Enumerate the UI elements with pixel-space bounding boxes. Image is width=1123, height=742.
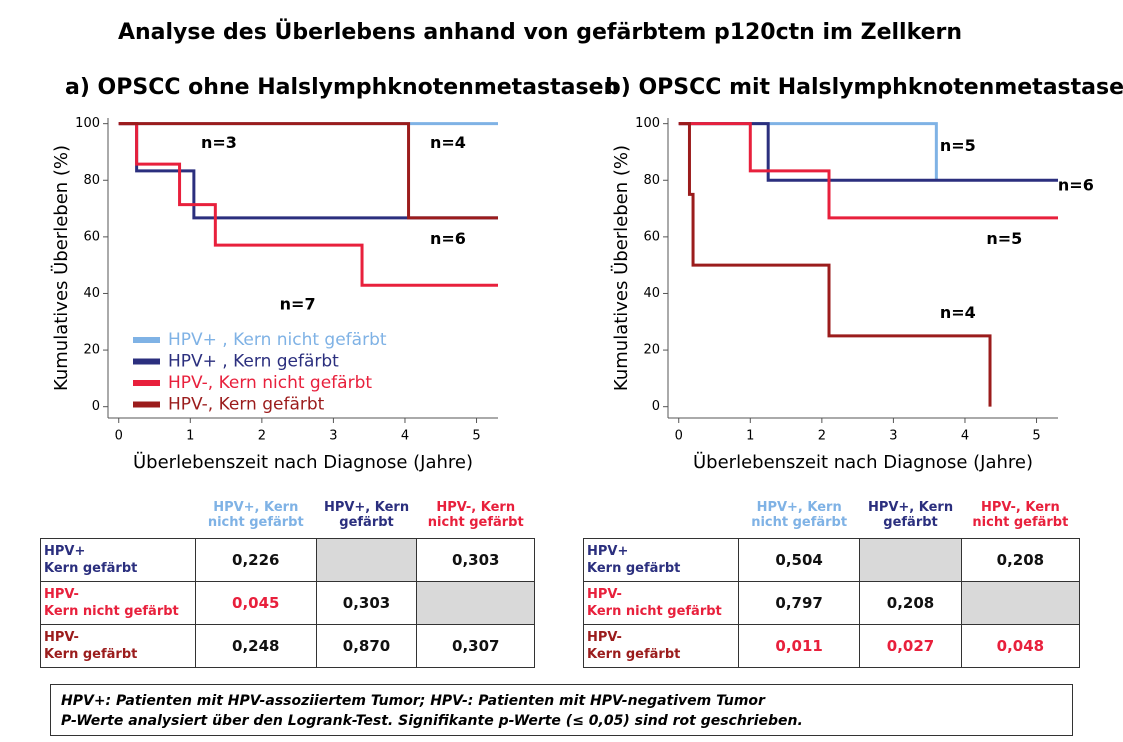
y-tick-label: 80 bbox=[83, 173, 100, 188]
y-tick-label: 60 bbox=[643, 229, 660, 244]
survival-curve bbox=[678, 122, 1058, 182]
empty-cell bbox=[859, 538, 962, 582]
y-tick-label: 0 bbox=[652, 399, 660, 414]
column-header: HPV+, Kern gefärbt bbox=[323, 500, 410, 530]
survival-curve bbox=[678, 122, 992, 407]
charts: Analyse des Überlebens anhand von gefärb… bbox=[50, 19, 1123, 473]
survival-curve bbox=[118, 122, 498, 220]
column-header: HPV+, Kern gefärbt bbox=[867, 500, 954, 530]
column-header: HPV+, Kern nicht gefärbt bbox=[207, 500, 304, 530]
table-row: HPV- Kern nicht gefärbt 0,045 0,303 bbox=[40, 581, 535, 625]
p-value: 0,208 bbox=[859, 581, 962, 625]
p-value-table: HPV+, Kern nicht gefärbt HPV+, Kern gefär… bbox=[583, 492, 1081, 668]
annotation: n=6 bbox=[430, 229, 466, 248]
x-tick-label: 1 bbox=[186, 429, 194, 444]
footnote-line: P-Werte analysiert über den Logrank-Test… bbox=[61, 713, 803, 729]
p-value: 0,870 bbox=[315, 624, 418, 668]
y-tick-label: 100 bbox=[635, 116, 660, 131]
p-value: 0,208 bbox=[960, 538, 1081, 582]
p-value: 0,307 bbox=[416, 624, 535, 668]
x-tick-label: 4 bbox=[961, 429, 969, 444]
x-tick-label: 0 bbox=[115, 429, 123, 444]
table-row: HPV- Kern gefärbt 0,248 0,870 0,307 bbox=[40, 624, 535, 668]
legend-label: HPV-, Kern gefärbt bbox=[168, 395, 325, 415]
annotation: n=5 bbox=[986, 229, 1022, 248]
p-value: 0,048 bbox=[960, 624, 1081, 668]
annotation: n=4 bbox=[430, 133, 466, 152]
column-header: HPV-, Kern nicht gefärbt bbox=[427, 500, 524, 530]
x-tick-label: 5 bbox=[1032, 429, 1040, 444]
y-tick-label: 0 bbox=[92, 399, 100, 414]
row-header: HPV+ Kern gefärbt bbox=[583, 538, 739, 582]
p-value: 0,248 bbox=[195, 624, 317, 668]
row-header: HPV- Kern nicht gefärbt bbox=[40, 581, 196, 625]
footnote-line: HPV+: Patienten mit HPV-assoziiertem Tum… bbox=[61, 693, 765, 709]
p-value: 0,011 bbox=[737, 624, 861, 668]
annotation: n=6 bbox=[1058, 175, 1094, 194]
p-value: 0,226 bbox=[195, 538, 317, 582]
x-tick-label: 4 bbox=[401, 429, 409, 444]
y-tick-label: 40 bbox=[83, 286, 100, 301]
header-row: HPV+, Kern nicht gefärbt HPV+, Kern gefär… bbox=[41, 492, 535, 539]
chart-title: a) OPSCC ohne Halslymphknotenmetastasen bbox=[65, 75, 619, 100]
y-axis-label: Kumulatives Überleben (%) bbox=[50, 145, 72, 391]
legend-label: HPV+ , Kern gefärbt bbox=[168, 352, 339, 372]
y-axis-label: Kumulatives Überleben (%) bbox=[610, 145, 632, 391]
row-header: HPV- Kern gefärbt bbox=[40, 624, 196, 668]
p-value: 0,797 bbox=[737, 581, 861, 625]
table-row: HPV- Kern nicht gefärbt 0,797 0,208 bbox=[583, 581, 1081, 625]
legend-label: HPV-, Kern nicht gefärbt bbox=[168, 373, 372, 393]
survival-curve bbox=[118, 122, 498, 287]
x-tick-label: 5 bbox=[472, 429, 480, 444]
table-row: HPV+ Kern gefärbt 0,226 0,303 bbox=[40, 538, 535, 582]
figure-title: Analyse des Überlebens anhand von gefärb… bbox=[118, 19, 962, 45]
row-header: HPV+ Kern gefärbt bbox=[40, 538, 196, 582]
p-value-table: HPV+, Kern nicht gefärbt HPV+, Kern gefär… bbox=[40, 492, 535, 668]
x-tick-label: 2 bbox=[258, 429, 266, 444]
corner-cell bbox=[41, 492, 196, 539]
footnote: HPV+: Patienten mit HPV-assoziiertem Tum… bbox=[50, 684, 1073, 736]
x-tick-label: 3 bbox=[329, 429, 337, 444]
annotation: n=7 bbox=[280, 294, 316, 313]
x-tick-label: 3 bbox=[889, 429, 897, 444]
p-value: 0,045 bbox=[195, 581, 317, 625]
x-axis-label: Überlebenszeit nach Diagnose (Jahre) bbox=[693, 451, 1033, 473]
table-row: HPV- Kern gefärbt 0,011 0,027 0,048 bbox=[583, 624, 1081, 668]
x-tick-label: 0 bbox=[675, 429, 683, 444]
p-value: 0,027 bbox=[859, 624, 962, 668]
y-tick-label: 80 bbox=[643, 173, 660, 188]
corner-cell bbox=[584, 492, 739, 539]
y-tick-label: 20 bbox=[83, 343, 100, 358]
y-tick-label: 60 bbox=[83, 229, 100, 244]
y-tick-label: 20 bbox=[643, 343, 660, 358]
p-value: 0,504 bbox=[737, 538, 861, 582]
chart-title: b) OPSCC mit Halslymphknotenmetastasen bbox=[605, 75, 1123, 100]
x-tick-label: 1 bbox=[746, 429, 754, 444]
legend-label: HPV+ , Kern nicht gefärbt bbox=[168, 330, 387, 350]
empty-cell bbox=[416, 581, 535, 625]
annotation: n=3 bbox=[201, 133, 237, 152]
header-row: HPV+, Kern nicht gefärbt HPV+, Kern gefär… bbox=[584, 492, 1080, 539]
survival-curve bbox=[678, 122, 1058, 220]
column-header: HPV-, Kern nicht gefärbt bbox=[972, 500, 1069, 530]
annotation: n=5 bbox=[940, 136, 976, 155]
table-row: HPV+ Kern gefärbt 0,504 0,208 bbox=[583, 538, 1081, 582]
y-tick-label: 100 bbox=[75, 116, 100, 131]
x-axis-label: Überlebenszeit nach Diagnose (Jahre) bbox=[133, 451, 473, 473]
empty-cell bbox=[960, 581, 1081, 625]
annotation: n=4 bbox=[940, 303, 976, 322]
x-tick-label: 2 bbox=[818, 429, 826, 444]
row-header: HPV- Kern gefärbt bbox=[583, 624, 739, 668]
column-header: HPV+, Kern nicht gefärbt bbox=[751, 500, 848, 530]
empty-cell bbox=[315, 538, 418, 582]
p-value: 0,303 bbox=[315, 581, 418, 625]
y-tick-label: 40 bbox=[643, 286, 660, 301]
row-header: HPV- Kern nicht gefärbt bbox=[583, 581, 739, 625]
p-value: 0,303 bbox=[416, 538, 535, 582]
